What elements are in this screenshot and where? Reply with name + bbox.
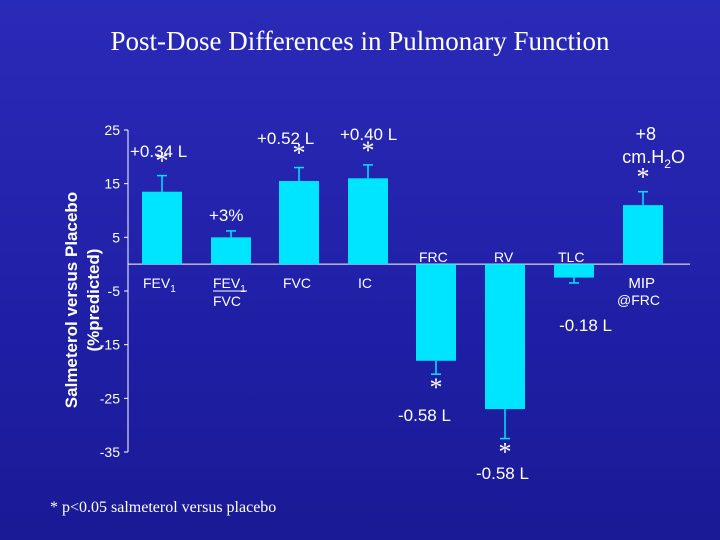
bar bbox=[416, 264, 456, 361]
significance-star: * bbox=[362, 136, 375, 165]
category-label-rv: RV bbox=[494, 249, 514, 265]
significance-star: * bbox=[499, 438, 512, 467]
y-tick-label: 5 bbox=[112, 229, 120, 245]
bar bbox=[348, 178, 388, 265]
chart-title: Post-Dose Differences in Pulmonary Funct… bbox=[110, 26, 610, 56]
annotation-ic: +0.40 L bbox=[340, 125, 397, 144]
category-label-frc: FRC bbox=[419, 249, 448, 265]
annotation-fvc: +0.52 L bbox=[257, 129, 314, 148]
bar bbox=[485, 264, 525, 410]
annotation-mip-value: +8 bbox=[635, 124, 656, 144]
y-tick-label: -35 bbox=[100, 444, 120, 460]
annotation-fev1: +0.34 L bbox=[130, 142, 187, 161]
annotation-tlc: -0.18 L bbox=[559, 316, 612, 335]
annotation-rv: -0.58 L bbox=[476, 464, 529, 483]
category-label-fvc-denominator: FVC bbox=[213, 293, 241, 309]
footnote: * p<0.05 salmeterol versus placebo bbox=[50, 499, 277, 516]
bar bbox=[279, 180, 319, 265]
significance-star: * bbox=[293, 139, 306, 168]
category-label-mip: MIP bbox=[628, 275, 655, 292]
y-tick-label: 15 bbox=[104, 176, 120, 192]
significance-star: * bbox=[156, 147, 169, 176]
category-label-fvc: FVC bbox=[283, 275, 311, 291]
y-tick-label: -5 bbox=[108, 283, 121, 299]
bar bbox=[554, 264, 594, 278]
bar bbox=[142, 191, 182, 265]
y-tick-label: 25 bbox=[104, 122, 120, 138]
y-tick-label: -25 bbox=[100, 390, 120, 406]
annotation-frc: -0.58 L bbox=[398, 406, 451, 425]
annotation-fev1-fvc: +3% bbox=[209, 206, 244, 225]
category-label-tlc: TLC bbox=[558, 249, 584, 265]
bar bbox=[623, 205, 663, 265]
significance-star: * bbox=[637, 163, 650, 192]
category-label-fev1-fvc: FEV1 bbox=[213, 275, 246, 295]
category-label-ic: IC bbox=[358, 275, 372, 291]
y-tick-label: -15 bbox=[100, 337, 120, 353]
significance-star: * bbox=[430, 373, 443, 402]
category-label-fev1: FEV1 bbox=[143, 275, 176, 295]
annotations: +0.34 L +3% +0.52 L +0.40 L -0.58 L -0.58 L -0… bbox=[130, 124, 685, 483]
category-label-at-frc: @FRC bbox=[617, 292, 660, 308]
annotation-mip-unit: cm.H2O bbox=[622, 147, 685, 171]
bar bbox=[211, 237, 251, 265]
